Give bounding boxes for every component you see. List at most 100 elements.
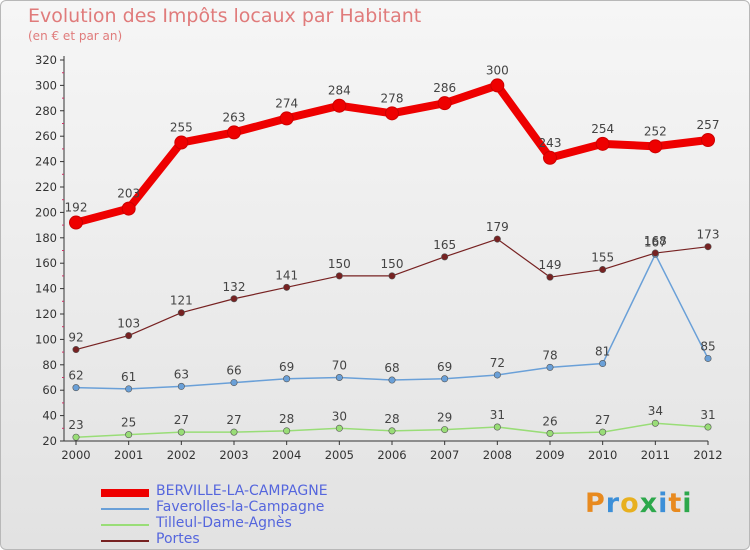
data-point — [177, 309, 185, 317]
data-point — [283, 283, 291, 291]
data-label: 150 — [381, 257, 404, 271]
data-point — [283, 375, 291, 383]
data-label: 252 — [644, 124, 667, 138]
y-tick-label: 220 — [35, 180, 57, 194]
line-chart: 20 40 60 80 100 120 140 160 180 200 220 240 260 280 30… — [35, 53, 723, 462]
logo-letter: r — [605, 488, 621, 519]
x-tick-label: 2012 — [693, 448, 722, 462]
data-label: 168 — [644, 234, 667, 248]
data-label: 141 — [275, 268, 298, 282]
data-label: 284 — [328, 84, 351, 98]
data-point — [69, 215, 83, 230]
data-point — [599, 266, 607, 274]
data-point — [704, 354, 712, 362]
data-label: 274 — [275, 96, 298, 110]
data-label: 70 — [332, 359, 347, 373]
data-label: 278 — [381, 91, 404, 105]
data-label: 257 — [697, 118, 720, 132]
data-point — [72, 346, 80, 354]
data-label: 78 — [542, 348, 557, 362]
x-tick-label: 2009 — [535, 448, 564, 462]
data-label: 66 — [226, 364, 241, 378]
x-tick-label: 2010 — [588, 448, 617, 462]
y-tick-label: 320 — [35, 53, 57, 67]
data-point — [546, 363, 554, 371]
x-tick-label: 2004 — [272, 448, 301, 462]
x-tick-label: 2007 — [430, 448, 459, 462]
legend-swatch — [101, 489, 149, 497]
data-label: 300 — [486, 63, 509, 77]
data-label: 31 — [700, 408, 715, 422]
data-label: 121 — [170, 294, 193, 308]
logo-letter: i — [658, 488, 669, 519]
data-label: 155 — [591, 251, 614, 265]
data-point — [599, 360, 607, 368]
data-label: 27 — [174, 413, 189, 427]
data-label: 92 — [68, 331, 83, 345]
data-point — [177, 382, 185, 390]
data-label: 85 — [700, 339, 715, 353]
data-label: 179 — [486, 220, 509, 234]
logo-letter: P — [585, 488, 606, 519]
data-label: 23 — [68, 418, 83, 432]
data-label: 255 — [170, 121, 193, 135]
logo-letter: o — [620, 488, 640, 519]
data-label: 27 — [226, 413, 241, 427]
data-point — [230, 428, 238, 436]
legend-swatch — [101, 524, 149, 526]
data-point — [72, 384, 80, 392]
data-label: 30 — [332, 409, 347, 423]
data-label: 69 — [279, 360, 294, 374]
data-point — [651, 419, 659, 427]
data-point — [388, 376, 396, 384]
data-point — [230, 379, 238, 387]
data-point — [335, 424, 343, 432]
data-label: 31 — [490, 408, 505, 422]
y-tick-label: 100 — [35, 332, 57, 346]
data-label: 243 — [539, 136, 562, 150]
data-point — [546, 429, 554, 437]
data-label: 29 — [437, 411, 452, 425]
x-tick-label: 2000 — [61, 448, 90, 462]
data-point — [595, 136, 610, 151]
data-label: 149 — [539, 258, 562, 272]
data-point — [493, 423, 501, 431]
data-point — [704, 423, 712, 431]
logo-letter: t — [668, 488, 683, 519]
data-point — [388, 272, 396, 280]
data-point — [651, 249, 659, 257]
data-label: 165 — [433, 238, 456, 252]
series-line-0 — [74, 81, 709, 227]
data-point — [125, 385, 133, 393]
data-label: 68 — [384, 361, 399, 375]
chart-subtitle: (en € et par an) — [28, 29, 123, 43]
y-tick-label: 240 — [35, 155, 57, 169]
data-point — [493, 235, 501, 243]
data-label: 103 — [117, 317, 140, 331]
data-label: 28 — [384, 412, 399, 426]
data-label: 203 — [117, 187, 140, 201]
data-point — [543, 150, 557, 165]
y-tick-label: 120 — [35, 307, 57, 321]
x-tick-label: 2011 — [641, 448, 670, 462]
data-point — [441, 426, 449, 434]
x-tick-label: 2001 — [114, 448, 143, 462]
proxiti-logo: Proxiti — [585, 488, 693, 519]
chart-title: Evolution des Impôts locaux par Habitant — [28, 5, 422, 27]
data-point — [546, 273, 554, 281]
data-point — [125, 332, 133, 340]
y-tick-label: 280 — [35, 104, 57, 118]
data-label: 72 — [490, 356, 505, 370]
data-label: 173 — [697, 228, 720, 242]
data-point — [72, 433, 80, 441]
y-tick-label: 160 — [35, 256, 57, 270]
data-point — [704, 243, 712, 251]
data-point — [121, 201, 136, 216]
y-tick-label: 20 — [42, 434, 57, 448]
data-point — [385, 106, 399, 121]
data-label: 34 — [648, 404, 663, 418]
data-point — [599, 428, 607, 436]
data-point — [125, 431, 133, 439]
data-point — [335, 272, 343, 280]
